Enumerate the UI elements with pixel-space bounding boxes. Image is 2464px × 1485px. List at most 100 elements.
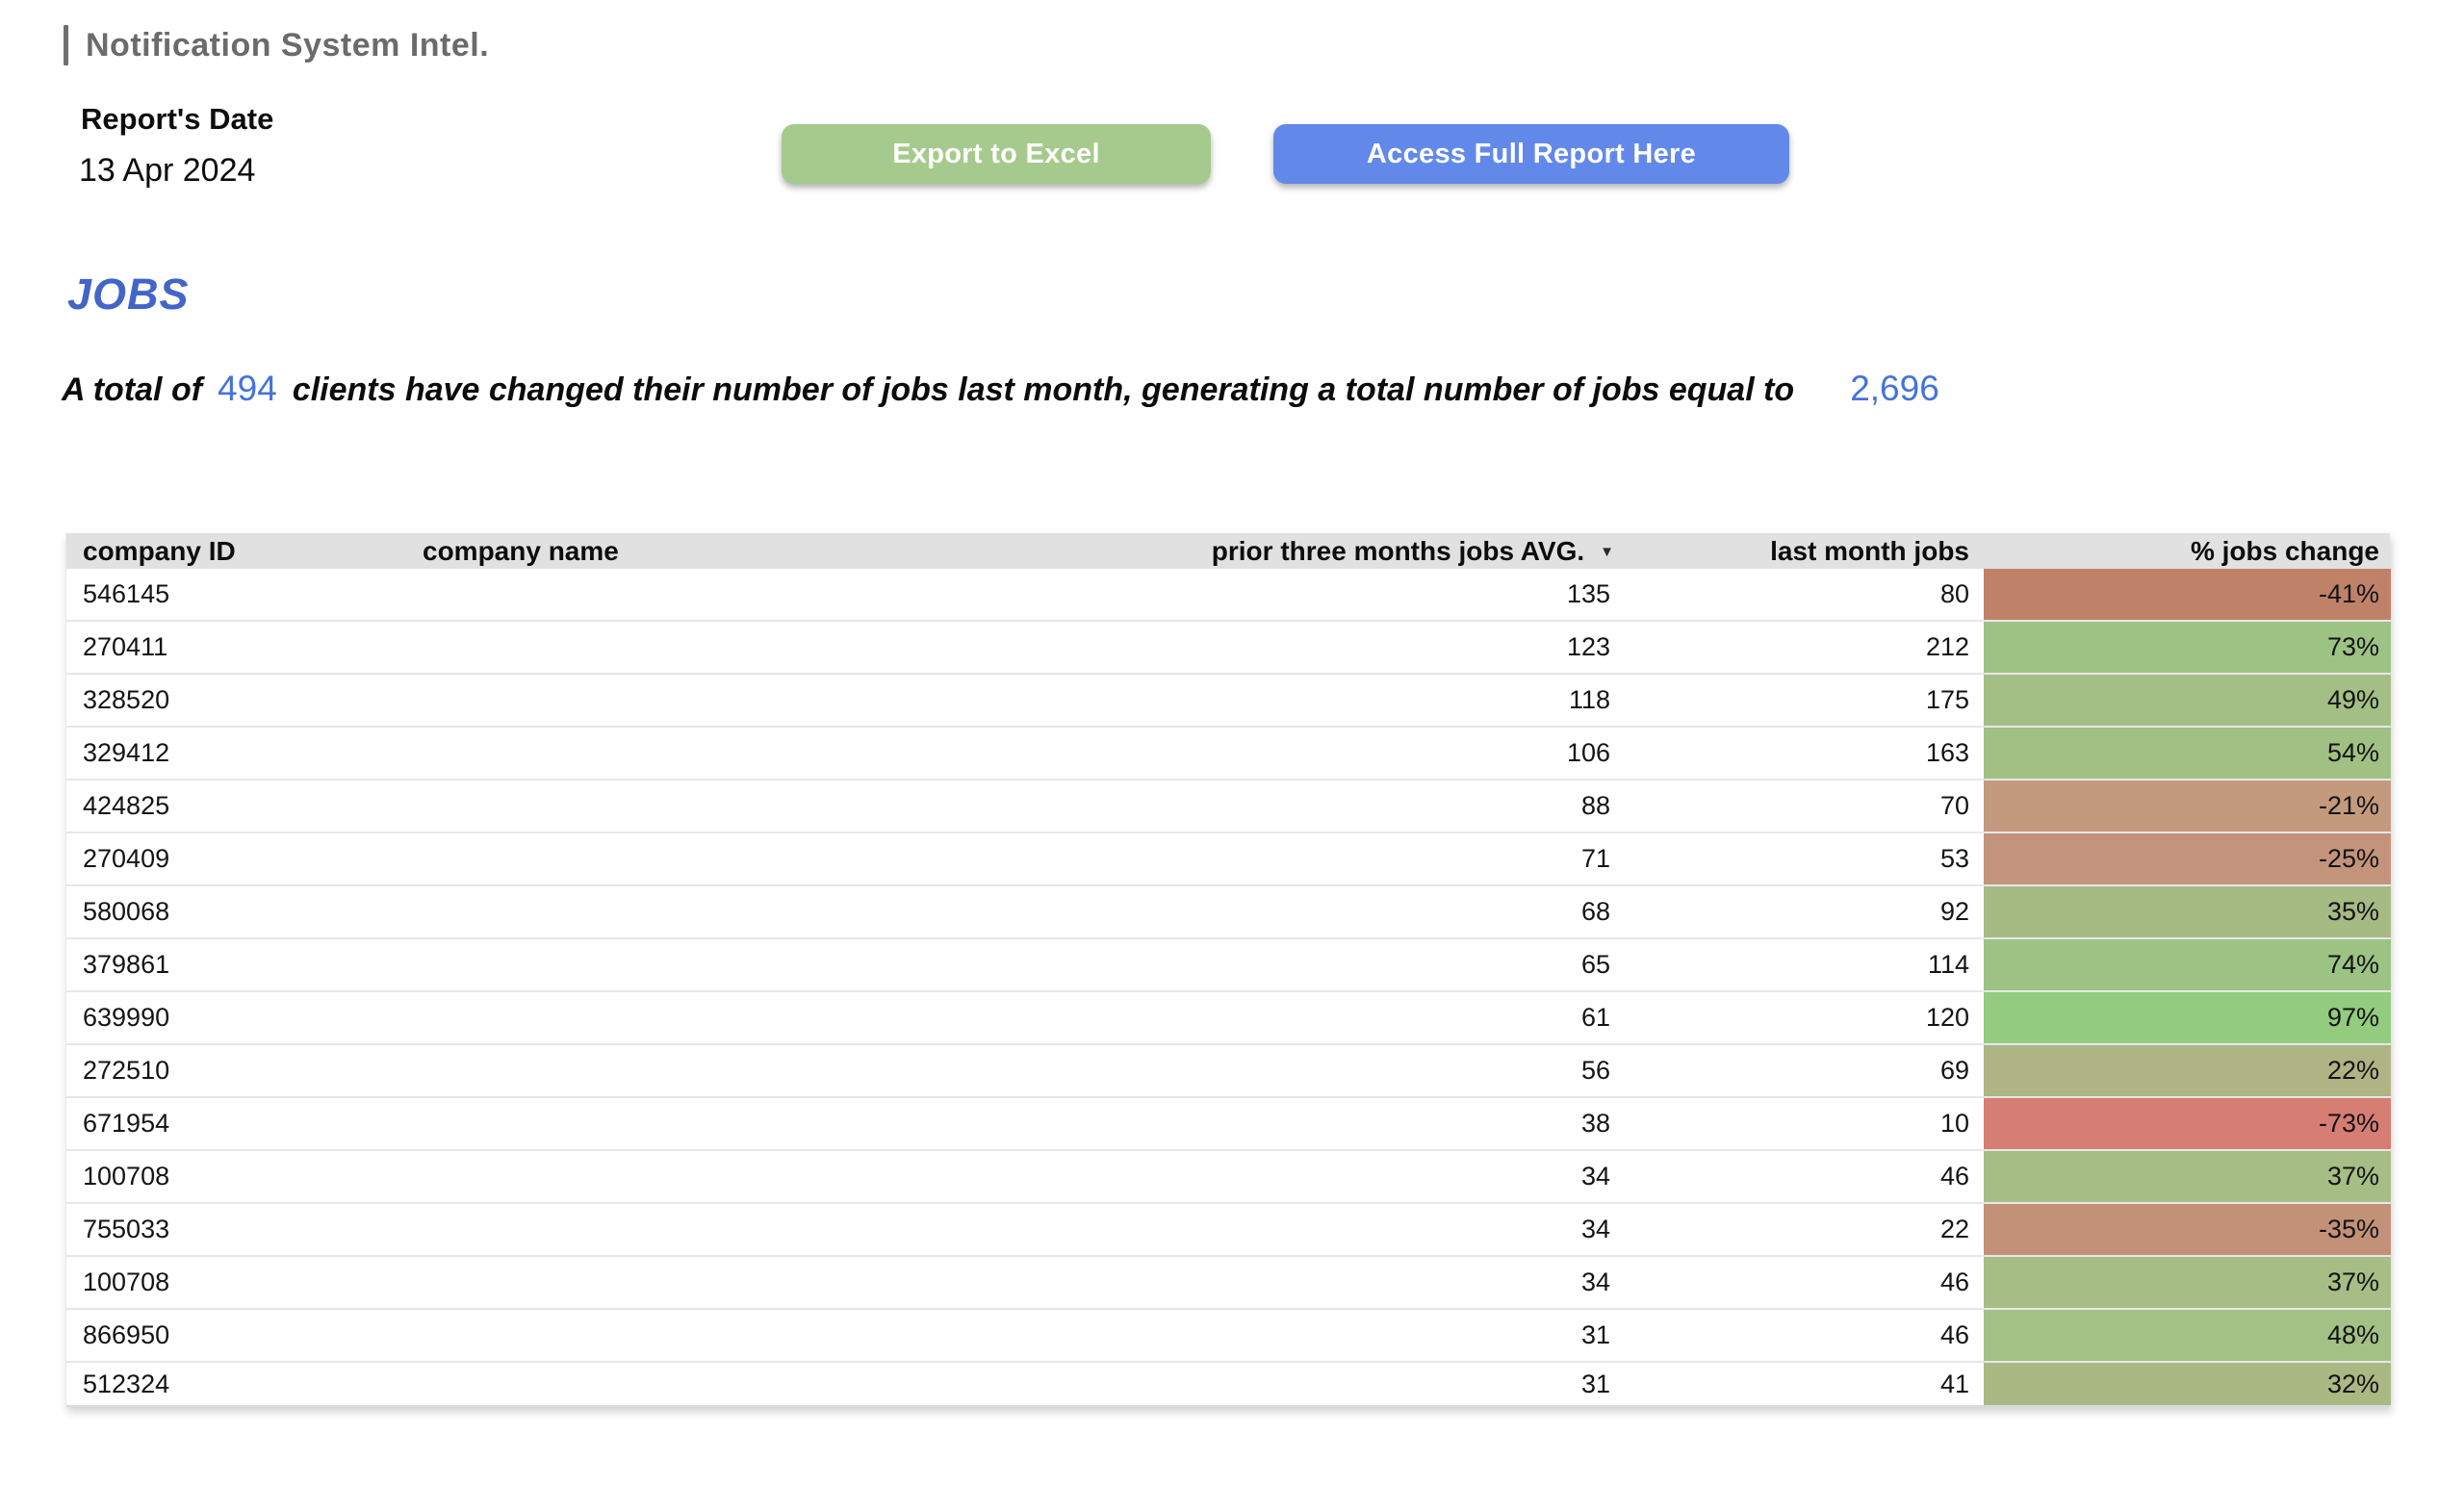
cell-last-month: 175 xyxy=(1925,685,1969,714)
report-date-label: Report's Date xyxy=(81,102,274,136)
cell-last-month: 46 xyxy=(1939,1267,1969,1296)
table-row: 329412 106 163 54% xyxy=(66,728,2391,781)
cell-company-id: 424825 xyxy=(83,791,170,820)
cell-prior-avg: 34 xyxy=(1580,1267,1610,1296)
total-jobs-count: 2,696 xyxy=(1850,369,1939,408)
access-full-report-button[interactable]: Access Full Report Here xyxy=(1273,124,1789,184)
table-row: 755033 34 22 -35% xyxy=(66,1204,2391,1257)
cell-company-id: 270409 xyxy=(83,844,170,873)
table-row: 270411 123 212 73% xyxy=(66,622,2391,675)
cell-last-month: 22 xyxy=(1939,1215,1969,1243)
table-row: 580068 68 92 35% xyxy=(66,886,2391,939)
table-row: 272510 56 69 22% xyxy=(66,1045,2391,1098)
jobs-table: company ID company name prior three mont… xyxy=(65,533,2391,1407)
table-row: 671954 38 10 -73% xyxy=(66,1098,2391,1151)
cell-prior-avg: 31 xyxy=(1580,1320,1610,1349)
cell-company-id: 639990 xyxy=(83,1003,170,1032)
cell-company-name xyxy=(421,1310,886,1361)
cell-last-month: 114 xyxy=(1927,950,1969,979)
cell-company-name xyxy=(421,992,886,1043)
cell-prior-avg: 71 xyxy=(1580,844,1610,873)
cell-prior-avg: 123 xyxy=(1566,632,1610,661)
clients-count: 494 xyxy=(218,369,277,408)
jobs-table-header: company ID company name prior three mont… xyxy=(66,533,2390,569)
cell-last-month: 41 xyxy=(1939,1369,1969,1398)
cell-pct-change: 73% xyxy=(1984,622,2391,673)
table-row: 866950 31 46 48% xyxy=(66,1310,2391,1363)
cell-company-name xyxy=(421,1257,886,1308)
cell-company-id: 379861 xyxy=(83,950,170,979)
table-row: 379861 65 114 74% xyxy=(66,939,2391,992)
cell-company-name xyxy=(421,675,886,726)
cell-company-id: 272510 xyxy=(83,1056,170,1085)
cell-last-month: 46 xyxy=(1939,1162,1969,1191)
cell-company-name xyxy=(421,728,886,779)
cell-prior-avg: 61 xyxy=(1580,1003,1610,1032)
cell-company-id: 755033 xyxy=(83,1215,170,1243)
table-row: 100708 34 46 37% xyxy=(66,1151,2391,1204)
cell-company-id: 512324 xyxy=(83,1369,170,1398)
cell-prior-avg: 65 xyxy=(1580,950,1610,979)
cell-pct-change: 74% xyxy=(1984,939,2391,990)
cell-prior-avg: 56 xyxy=(1580,1056,1610,1085)
cell-company-id: 329412 xyxy=(83,738,170,767)
report-date-value: 13 Apr 2024 xyxy=(79,152,256,189)
column-header-company-id[interactable]: company ID xyxy=(83,535,236,566)
cell-prior-avg: 38 xyxy=(1580,1109,1610,1138)
jobs-table-body: 546145 135 80 -41% 270411 123 212 73% 32… xyxy=(66,569,2391,1407)
column-header-pct-change[interactable]: % jobs change xyxy=(2190,535,2379,566)
cell-pct-change: 37% xyxy=(1984,1151,2391,1202)
cell-company-name xyxy=(421,886,886,937)
cell-prior-avg: 88 xyxy=(1580,791,1610,820)
table-row: 328520 118 175 49% xyxy=(66,675,2391,728)
cell-company-id: 580068 xyxy=(83,897,170,926)
cell-company-name xyxy=(421,622,886,673)
cell-company-name xyxy=(421,781,886,832)
cell-pct-change: 32% xyxy=(1984,1363,2391,1405)
cell-last-month: 10 xyxy=(1939,1109,1969,1138)
column-header-last-month[interactable]: last month jobs xyxy=(1770,535,1969,566)
cell-prior-avg: 135 xyxy=(1566,579,1610,608)
cell-prior-avg: 34 xyxy=(1580,1162,1610,1191)
cell-last-month: 53 xyxy=(1939,844,1969,873)
cell-pct-change: -25% xyxy=(1984,833,2391,884)
summary-part2: clients have changed their number of job… xyxy=(292,371,1795,408)
app-title-text: Notification System Intel. xyxy=(86,26,490,64)
column-header-prior-avg[interactable]: prior three months jobs AVG. ▼ xyxy=(1211,535,1614,566)
cell-last-month: 212 xyxy=(1925,632,1969,661)
cell-pct-change: 97% xyxy=(1984,992,2391,1043)
cell-company-name xyxy=(421,1098,886,1149)
table-row: 546145 135 80 -41% xyxy=(66,569,2391,622)
table-row: 270409 71 53 -25% xyxy=(66,833,2391,886)
cell-company-id: 100708 xyxy=(83,1162,170,1191)
cell-pct-change: 48% xyxy=(1984,1310,2391,1361)
cell-prior-avg: 34 xyxy=(1580,1215,1610,1243)
column-header-company-name[interactable]: company name xyxy=(423,535,619,566)
cell-company-id: 100708 xyxy=(83,1267,170,1296)
cell-pct-change: 49% xyxy=(1984,675,2391,726)
table-row: 512324 31 41 32% xyxy=(66,1363,2391,1407)
cell-company-id: 546145 xyxy=(83,579,170,608)
cell-pct-change: -21% xyxy=(1984,781,2391,832)
cell-company-name xyxy=(421,1204,886,1255)
cell-last-month: 92 xyxy=(1939,897,1969,926)
cell-last-month: 69 xyxy=(1939,1056,1969,1085)
cell-pct-change: -73% xyxy=(1984,1098,2391,1149)
cell-pct-change: 35% xyxy=(1984,886,2391,937)
summary-sentence: A total of 494 clients have changed their … xyxy=(62,369,2400,409)
cell-company-id: 866950 xyxy=(83,1320,170,1349)
cell-company-name xyxy=(421,1151,886,1202)
cell-company-name xyxy=(421,833,886,884)
cell-company-name xyxy=(421,939,886,990)
export-to-excel-button[interactable]: Export to Excel xyxy=(782,124,1211,184)
summary-part1: A total of xyxy=(62,371,203,408)
cell-pct-change: -35% xyxy=(1984,1204,2391,1255)
table-row: 639990 61 120 97% xyxy=(66,992,2391,1045)
cell-last-month: 70 xyxy=(1939,791,1969,820)
sort-descending-icon[interactable]: ▼ xyxy=(1600,544,1614,560)
cell-prior-avg: 68 xyxy=(1580,897,1610,926)
cell-last-month: 46 xyxy=(1939,1320,1969,1349)
cell-company-name xyxy=(421,1045,886,1096)
title-divider-bar xyxy=(64,25,68,65)
